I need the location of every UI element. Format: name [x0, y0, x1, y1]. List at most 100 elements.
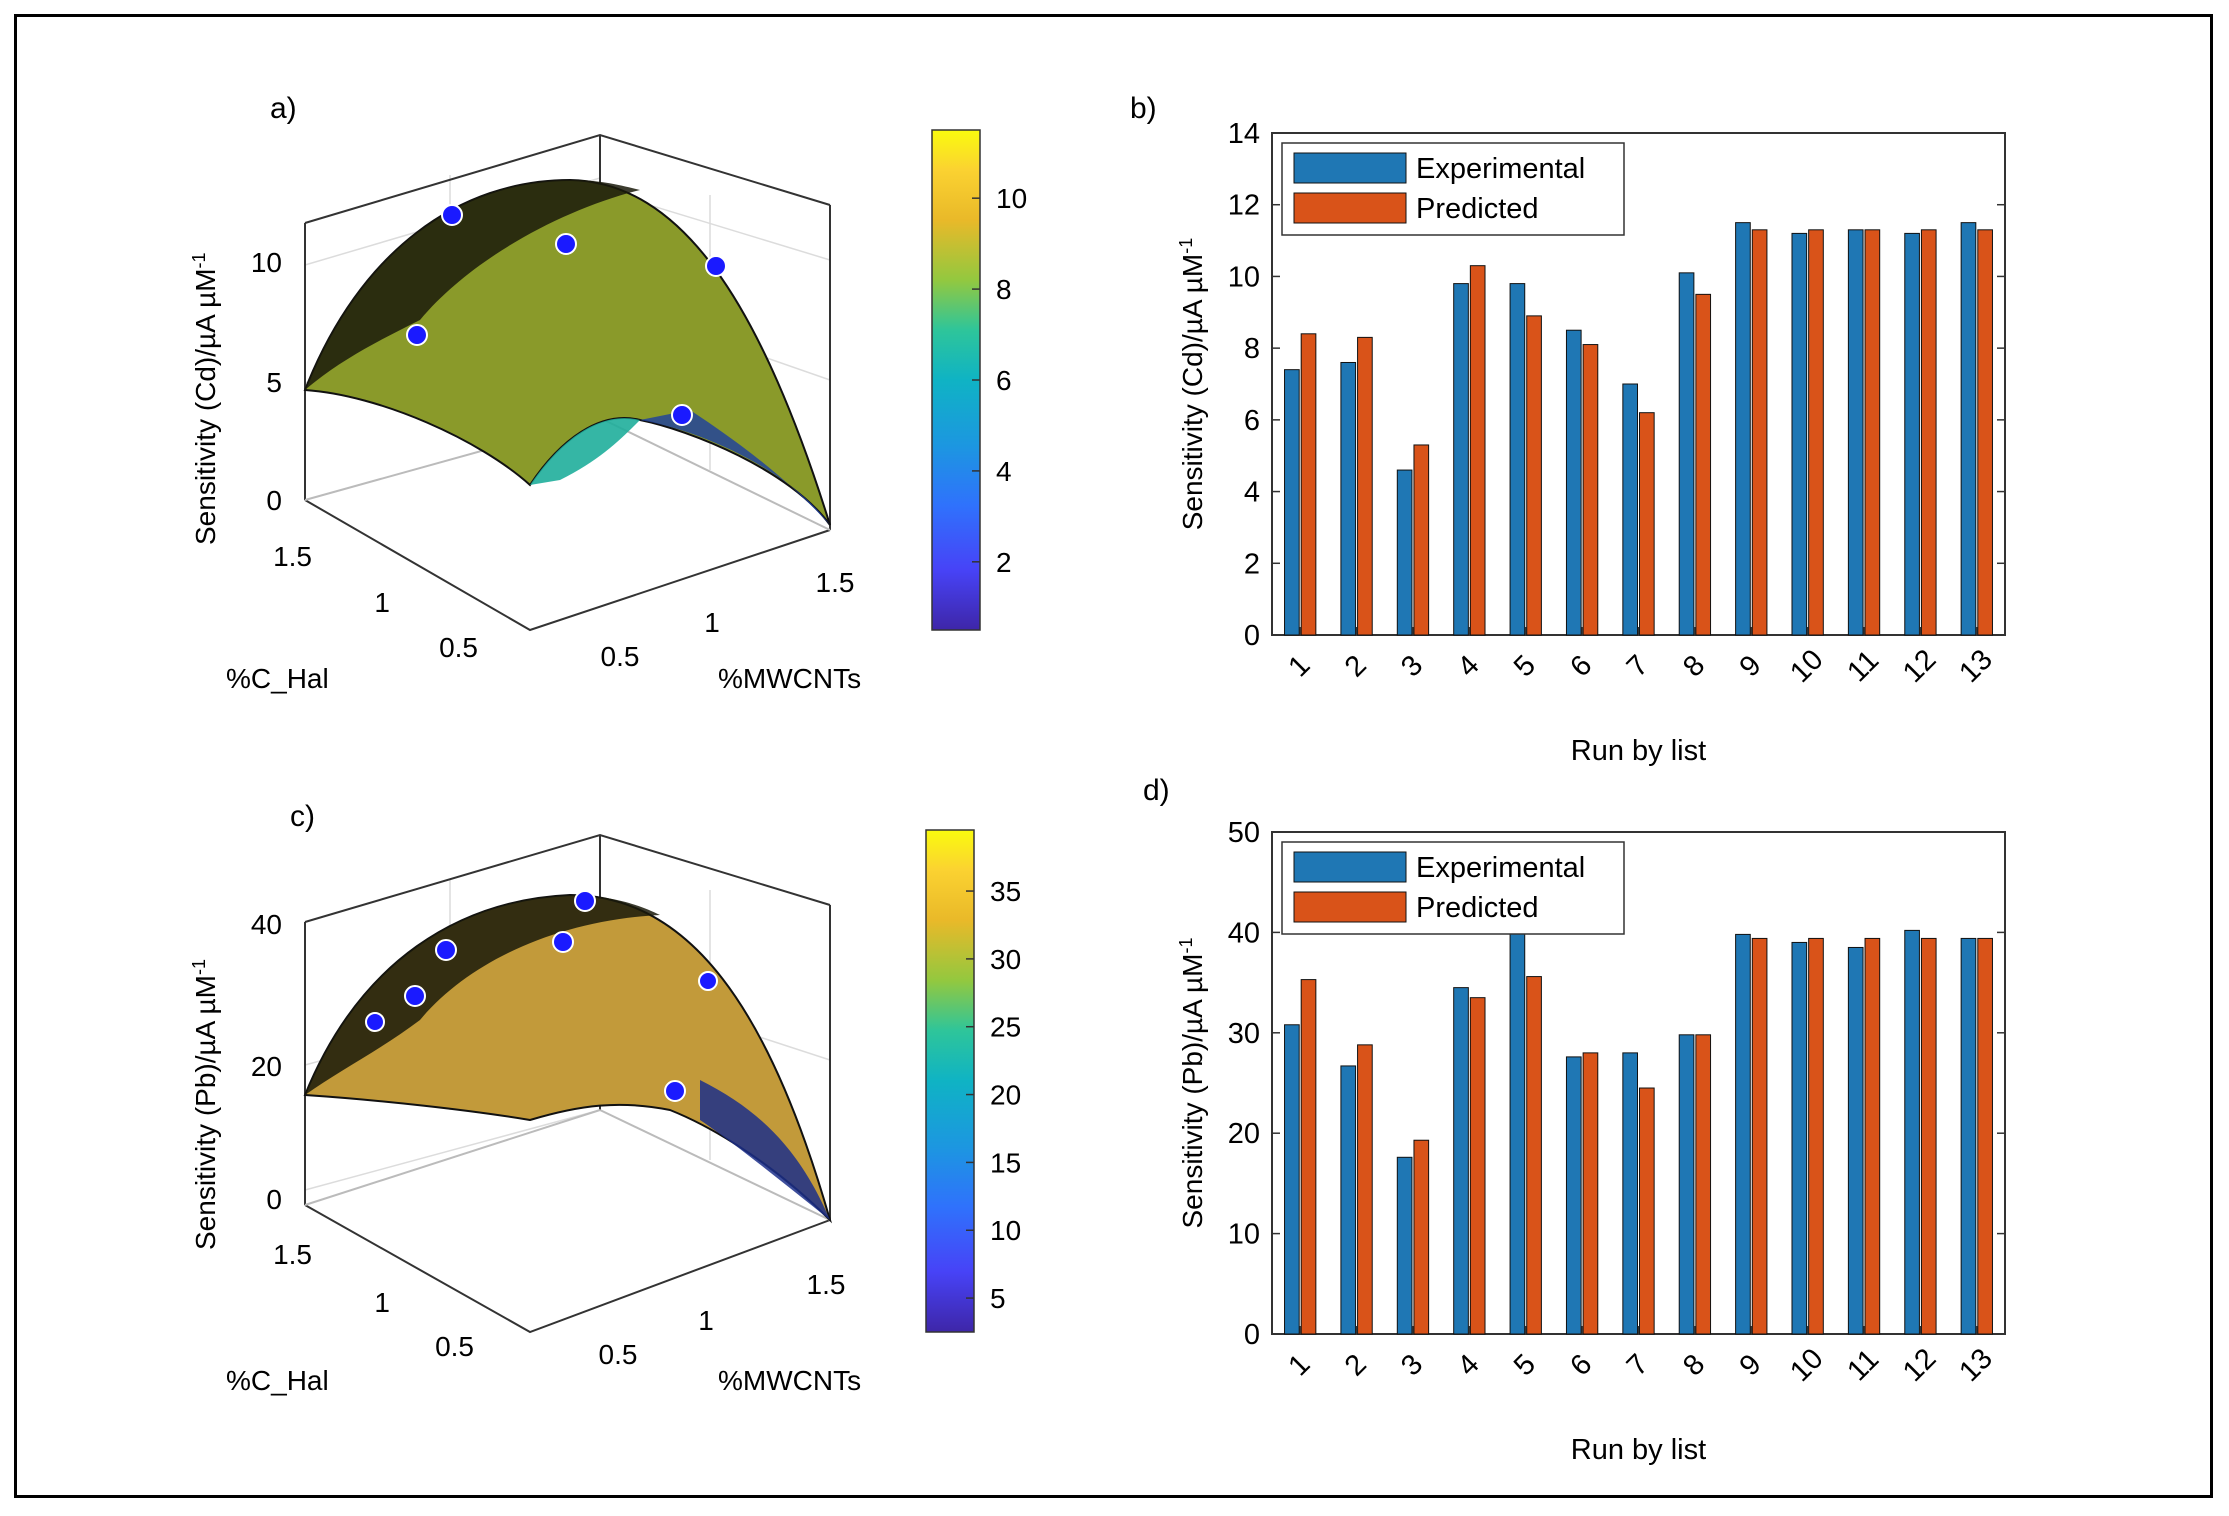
bar-predicted — [1526, 315, 1542, 636]
legend-swatch — [1293, 891, 1407, 923]
panel-c-points — [365, 890, 718, 1102]
colorbar-tick-label: 8 — [996, 274, 1012, 305]
panel-c-surface-low — [700, 1080, 830, 1220]
x-tick-label: 12 — [1897, 1343, 1942, 1388]
bar-experimental — [1735, 222, 1751, 636]
x-tick-label: 8 — [1677, 649, 1711, 683]
bar-experimental — [1565, 1056, 1582, 1335]
bar-predicted — [1526, 976, 1542, 1335]
bar-experimental — [1284, 369, 1300, 636]
y-tick-label: 6 — [1244, 405, 1260, 437]
panel-a-point — [406, 324, 428, 346]
bar-experimental — [1396, 1156, 1413, 1335]
x-tick-label: 7 — [1621, 1348, 1655, 1382]
panel-a-ytick: 1 — [374, 587, 390, 618]
panel-c-label: c) — [290, 800, 315, 833]
panel-c-ylabel: %C_Hal — [226, 1365, 329, 1396]
x-tick-label: 10 — [1784, 1343, 1829, 1388]
panel-c-point — [435, 939, 457, 961]
panel-a-xlabel: %MWCNTs — [718, 663, 861, 694]
bar-predicted — [1808, 229, 1824, 636]
bar-predicted — [1751, 229, 1768, 636]
bar-experimental — [1340, 361, 1357, 636]
y-tick-label: 4 — [1244, 477, 1260, 509]
bar-predicted — [1413, 1139, 1430, 1335]
x-tick-label: 3 — [1395, 1348, 1429, 1382]
x-tick-label: 11 — [1841, 1343, 1885, 1387]
panel-a-zlabel: Sensitivity (Cd)/µA µM-1 — [189, 252, 221, 545]
bar-experimental — [1396, 469, 1413, 636]
colorbar-tick-label: 35 — [990, 876, 1021, 907]
y-tick-label: 12 — [1228, 190, 1260, 222]
y-tick-label: 50 — [1228, 817, 1260, 849]
bar-predicted — [1751, 937, 1768, 1335]
panel-c-ytick: 0.5 — [435, 1331, 474, 1362]
panel-c-xtick: 0.5 — [599, 1339, 638, 1370]
bar-experimental — [1960, 937, 1977, 1335]
bar-experimental — [1622, 383, 1638, 636]
panel-c-ytick: 1.5 — [273, 1239, 312, 1270]
y-tick-label: 0 — [1244, 620, 1260, 652]
bar-predicted — [1300, 979, 1317, 1335]
bar-predicted — [1977, 937, 1993, 1335]
panel-c-colorbar — [925, 829, 975, 1333]
panel-a-points — [406, 204, 727, 426]
panel-a-colorbar-ticks: 2 4 6 8 10 — [972, 183, 1027, 578]
bar-experimental — [1453, 987, 1469, 1335]
panel-c-ytick: 1 — [374, 1287, 390, 1318]
panel-a-ztick: 10 — [251, 247, 282, 278]
bar-predicted — [1977, 229, 1993, 636]
bar-experimental — [1509, 283, 1526, 636]
y-tick-label: 14 — [1228, 118, 1260, 150]
bar-predicted — [1582, 344, 1599, 636]
colorbar-tick-label: 30 — [990, 944, 1021, 975]
panel-c-point — [404, 985, 426, 1007]
bar-experimental — [1847, 946, 1864, 1335]
panel-a-ztick: 5 — [266, 367, 282, 398]
x-tick-label: 2 — [1339, 649, 1373, 683]
x-tick-label: 6 — [1564, 649, 1598, 683]
panel-a-ytick: 1.5 — [273, 541, 312, 572]
bar-predicted — [1582, 1052, 1599, 1335]
colorbar-tick-label: 25 — [990, 1012, 1021, 1043]
bar-experimental — [1904, 232, 1920, 636]
bar-experimental — [1791, 232, 1808, 636]
bar-experimental — [1678, 1034, 1695, 1335]
x-tick-label: 13 — [1953, 1343, 1998, 1388]
bar-experimental — [1284, 1024, 1300, 1335]
bar-predicted — [1469, 265, 1486, 636]
x-tick-label: 11 — [1841, 644, 1885, 688]
y-tick-label: 8 — [1244, 333, 1260, 365]
x-tick-label: 6 — [1564, 1348, 1598, 1382]
x-tick-label: 12 — [1897, 644, 1942, 689]
panel-c-ztick: 0 — [266, 1184, 282, 1215]
bar-predicted — [1695, 293, 1712, 636]
y-axis-label: Sensitivity (Cd)/µA µM-1 — [1176, 238, 1208, 531]
legend-label: Experimental — [1416, 852, 1585, 884]
bar-predicted — [1357, 336, 1373, 636]
x-tick-label: 4 — [1452, 649, 1486, 683]
panel-a-label: a) — [270, 92, 297, 125]
legend-swatch — [1293, 152, 1407, 184]
colorbar-tick-label: 4 — [996, 456, 1012, 487]
bar-predicted — [1300, 333, 1317, 636]
colorbar-tick-label: 10 — [996, 183, 1027, 214]
x-tick-label: 7 — [1621, 649, 1655, 683]
colorbar-tick-label: 6 — [996, 365, 1012, 396]
bar-predicted — [1413, 444, 1430, 636]
panel-a-xtick: 1 — [704, 607, 720, 638]
x-tick-label: 1 — [1282, 649, 1316, 683]
panel-c-colorbar-ticks: 5 10 15 20 25 30 35 — [966, 876, 1021, 1314]
bar-predicted — [1639, 1087, 1655, 1335]
panel-a: a) 10 5 0 1.5 1 — [189, 92, 1027, 694]
legend-label: Predicted — [1416, 892, 1539, 924]
bar-predicted — [1808, 937, 1824, 1335]
y-tick-label: 20 — [1228, 1118, 1260, 1150]
legend-label: Predicted — [1416, 193, 1539, 225]
y-tick-label: 30 — [1228, 1018, 1260, 1050]
x-tick-label: 3 — [1395, 649, 1429, 683]
x-tick-label: 8 — [1677, 1348, 1711, 1382]
x-tick-label: 9 — [1734, 1348, 1768, 1382]
